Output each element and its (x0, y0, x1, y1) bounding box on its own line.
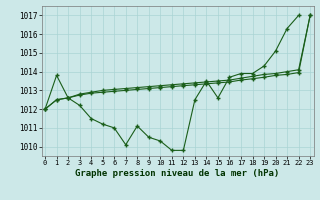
X-axis label: Graphe pression niveau de la mer (hPa): Graphe pression niveau de la mer (hPa) (76, 169, 280, 178)
